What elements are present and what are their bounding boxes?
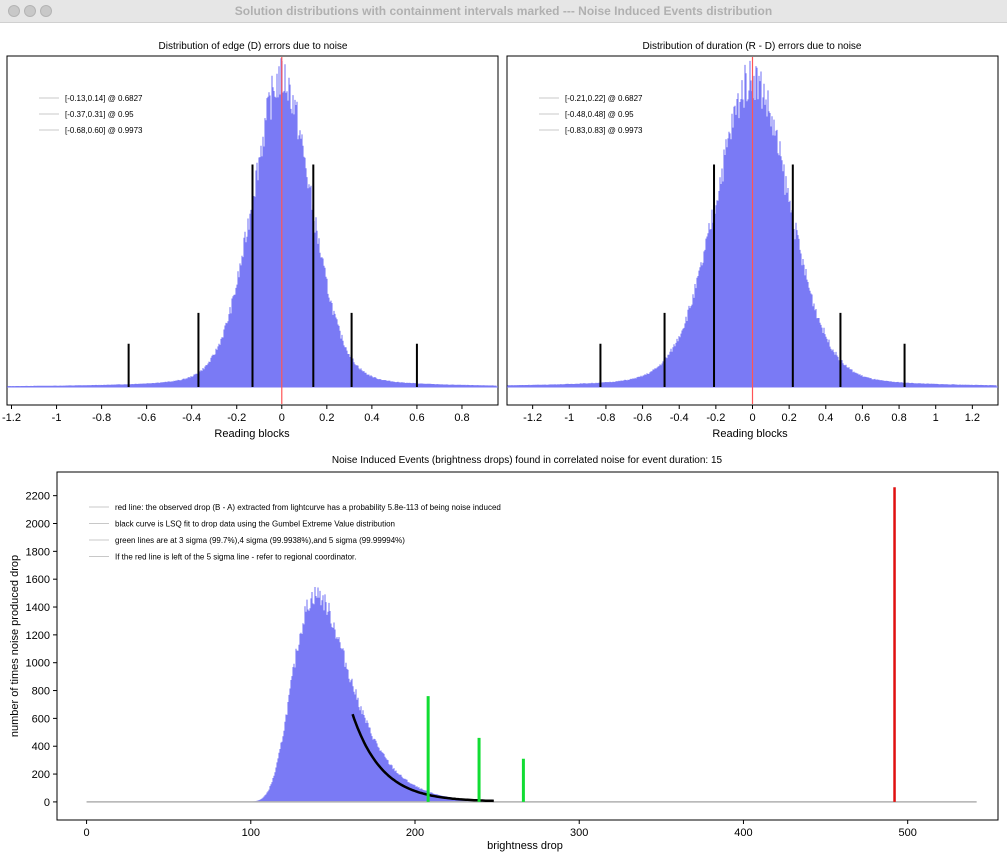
legend: [-0.13,0.14] @ 0.6827 [-0.37,0.31] @ 0.95… xyxy=(39,94,143,135)
edge-error-plot: Distribution of edge (D) errors due to n… xyxy=(2,41,499,440)
y-tick-label: 1600 xyxy=(26,574,50,586)
duration-error-plot: Distribution of duration (R - D) errors … xyxy=(506,41,999,440)
plot-title: Distribution of edge (D) errors due to n… xyxy=(159,41,348,52)
y-axis-ticks: 0 200 400 600 800 1000 1200 1400 1600 1800 2000 220… xyxy=(26,491,57,809)
x-tick-label: 500 xyxy=(898,827,916,839)
legend-entry: [-0.83,0.83] @ 0.9973 xyxy=(565,126,643,135)
window-titlebar: Solution distributions with containment … xyxy=(0,0,1007,23)
x-tick-label: 0 xyxy=(749,412,755,424)
sigma-lines xyxy=(426,696,525,802)
x-tick-label: -1.2 xyxy=(523,412,542,424)
x-tick-label: -0.2 xyxy=(706,412,725,424)
legend-entry: [-0.13,0.14] @ 0.6827 xyxy=(65,94,143,103)
x-axis-label: Reading blocks xyxy=(214,428,290,440)
y-tick-label: 400 xyxy=(32,741,50,753)
gumbel-fit xyxy=(351,713,494,803)
y-tick-label: 1200 xyxy=(26,630,50,642)
x-axis-ticks: 0 100 200 300 400 500 xyxy=(83,820,917,839)
y-axis-label: number of times noise produced drop xyxy=(9,555,21,737)
x-tick-label: 1.2 xyxy=(965,412,980,424)
legend-entry: [-0.68,0.60] @ 0.9973 xyxy=(65,126,143,135)
x-tick-label: -0.8 xyxy=(92,412,111,424)
interval-lines xyxy=(127,164,418,387)
legend: [-0.21,0.22] @ 0.6827 [-0.48,0.48] @ 0.95… xyxy=(539,94,643,135)
x-tick-label: 0.8 xyxy=(454,412,469,424)
x-tick-label: -0.6 xyxy=(633,412,652,424)
x-axis-ticks: -1.2 -1 -0.8 -0.6 -0.4 -0.2 0 0.2 0.4 0.6 0.8 xyxy=(2,405,470,424)
y-tick-label: 200 xyxy=(32,769,50,781)
x-tick-label: 0.4 xyxy=(818,412,833,424)
y-tick-label: 800 xyxy=(32,686,50,698)
y-tick-label: 600 xyxy=(32,713,50,725)
y-tick-label: 2000 xyxy=(26,519,50,531)
x-tick-label: 0.6 xyxy=(409,412,424,424)
y-tick-label: 1800 xyxy=(26,546,50,558)
x-tick-label: 0 xyxy=(279,412,285,424)
x-tick-label: 0 xyxy=(83,827,89,839)
minimize-window-button[interactable] xyxy=(24,5,36,17)
x-tick-label: -1 xyxy=(564,412,574,424)
x-axis-label: Reading blocks xyxy=(712,428,788,440)
legend-entry: black curve is LSQ fit to drop data usin… xyxy=(115,520,395,529)
y-tick-label: 1000 xyxy=(26,658,50,670)
y-tick-label: 0 xyxy=(44,797,50,809)
y-tick-label: 2200 xyxy=(26,491,50,503)
x-tick-label: 300 xyxy=(570,827,588,839)
x-axis-label: brightness drop xyxy=(487,840,563,852)
x-tick-label: 200 xyxy=(406,827,424,839)
x-tick-label: -0.4 xyxy=(670,412,689,424)
y-tick-label: 1400 xyxy=(26,602,50,614)
x-tick-label: -0.6 xyxy=(137,412,156,424)
x-tick-label: 0.8 xyxy=(891,412,906,424)
x-tick-label: 0.2 xyxy=(781,412,796,424)
legend-entry: green lines are at 3 sigma (99.7%),4 sig… xyxy=(115,536,405,545)
x-tick-label: -1 xyxy=(52,412,62,424)
x-tick-label: 400 xyxy=(734,827,752,839)
x-axis-ticks: -1.2 -1 -0.8 -0.6 -0.4 -0.2 0 0.2 0.4 0.6 0.8 1 1.2 xyxy=(523,405,980,424)
close-window-button[interactable] xyxy=(8,5,20,17)
legend-entry: [-0.21,0.22] @ 0.6827 xyxy=(565,94,643,103)
gumbel-fit-curve xyxy=(351,713,494,803)
noise-events-plot: Noise Induced Events (brightness drops) … xyxy=(9,455,999,852)
x-tick-label: 0.6 xyxy=(855,412,870,424)
window-title: Solution distributions with containment … xyxy=(234,4,773,18)
plot-window-content: Distribution of edge (D) errors due to n… xyxy=(0,23,1007,864)
x-tick-label: -0.4 xyxy=(182,412,201,424)
plot-title: Distribution of duration (R - D) errors … xyxy=(643,41,862,52)
legend-entry: red line: the observed drop (B - A) extr… xyxy=(115,503,501,512)
legend-entry: [-0.48,0.48] @ 0.95 xyxy=(565,110,634,119)
interval-lines xyxy=(599,164,906,387)
zoom-window-button[interactable] xyxy=(40,5,52,17)
plot-title: Noise Induced Events (brightness drops) … xyxy=(332,455,723,466)
x-tick-label: -0.8 xyxy=(596,412,615,424)
histogram-bars xyxy=(507,60,997,387)
legend-entry: If the red line is left of the 5 sigma l… xyxy=(115,553,356,562)
x-tick-label: 0.2 xyxy=(319,412,334,424)
legend: red line: the observed drop (B - A) extr… xyxy=(89,503,501,562)
x-tick-label: 100 xyxy=(242,827,260,839)
legend-entry: [-0.37,0.31] @ 0.95 xyxy=(65,110,134,119)
plot-frame xyxy=(56,471,999,821)
x-tick-label: -0.2 xyxy=(227,412,246,424)
x-tick-label: 0.4 xyxy=(364,412,379,424)
x-tick-label: -1.2 xyxy=(2,412,21,424)
x-tick-label: 1 xyxy=(933,412,939,424)
